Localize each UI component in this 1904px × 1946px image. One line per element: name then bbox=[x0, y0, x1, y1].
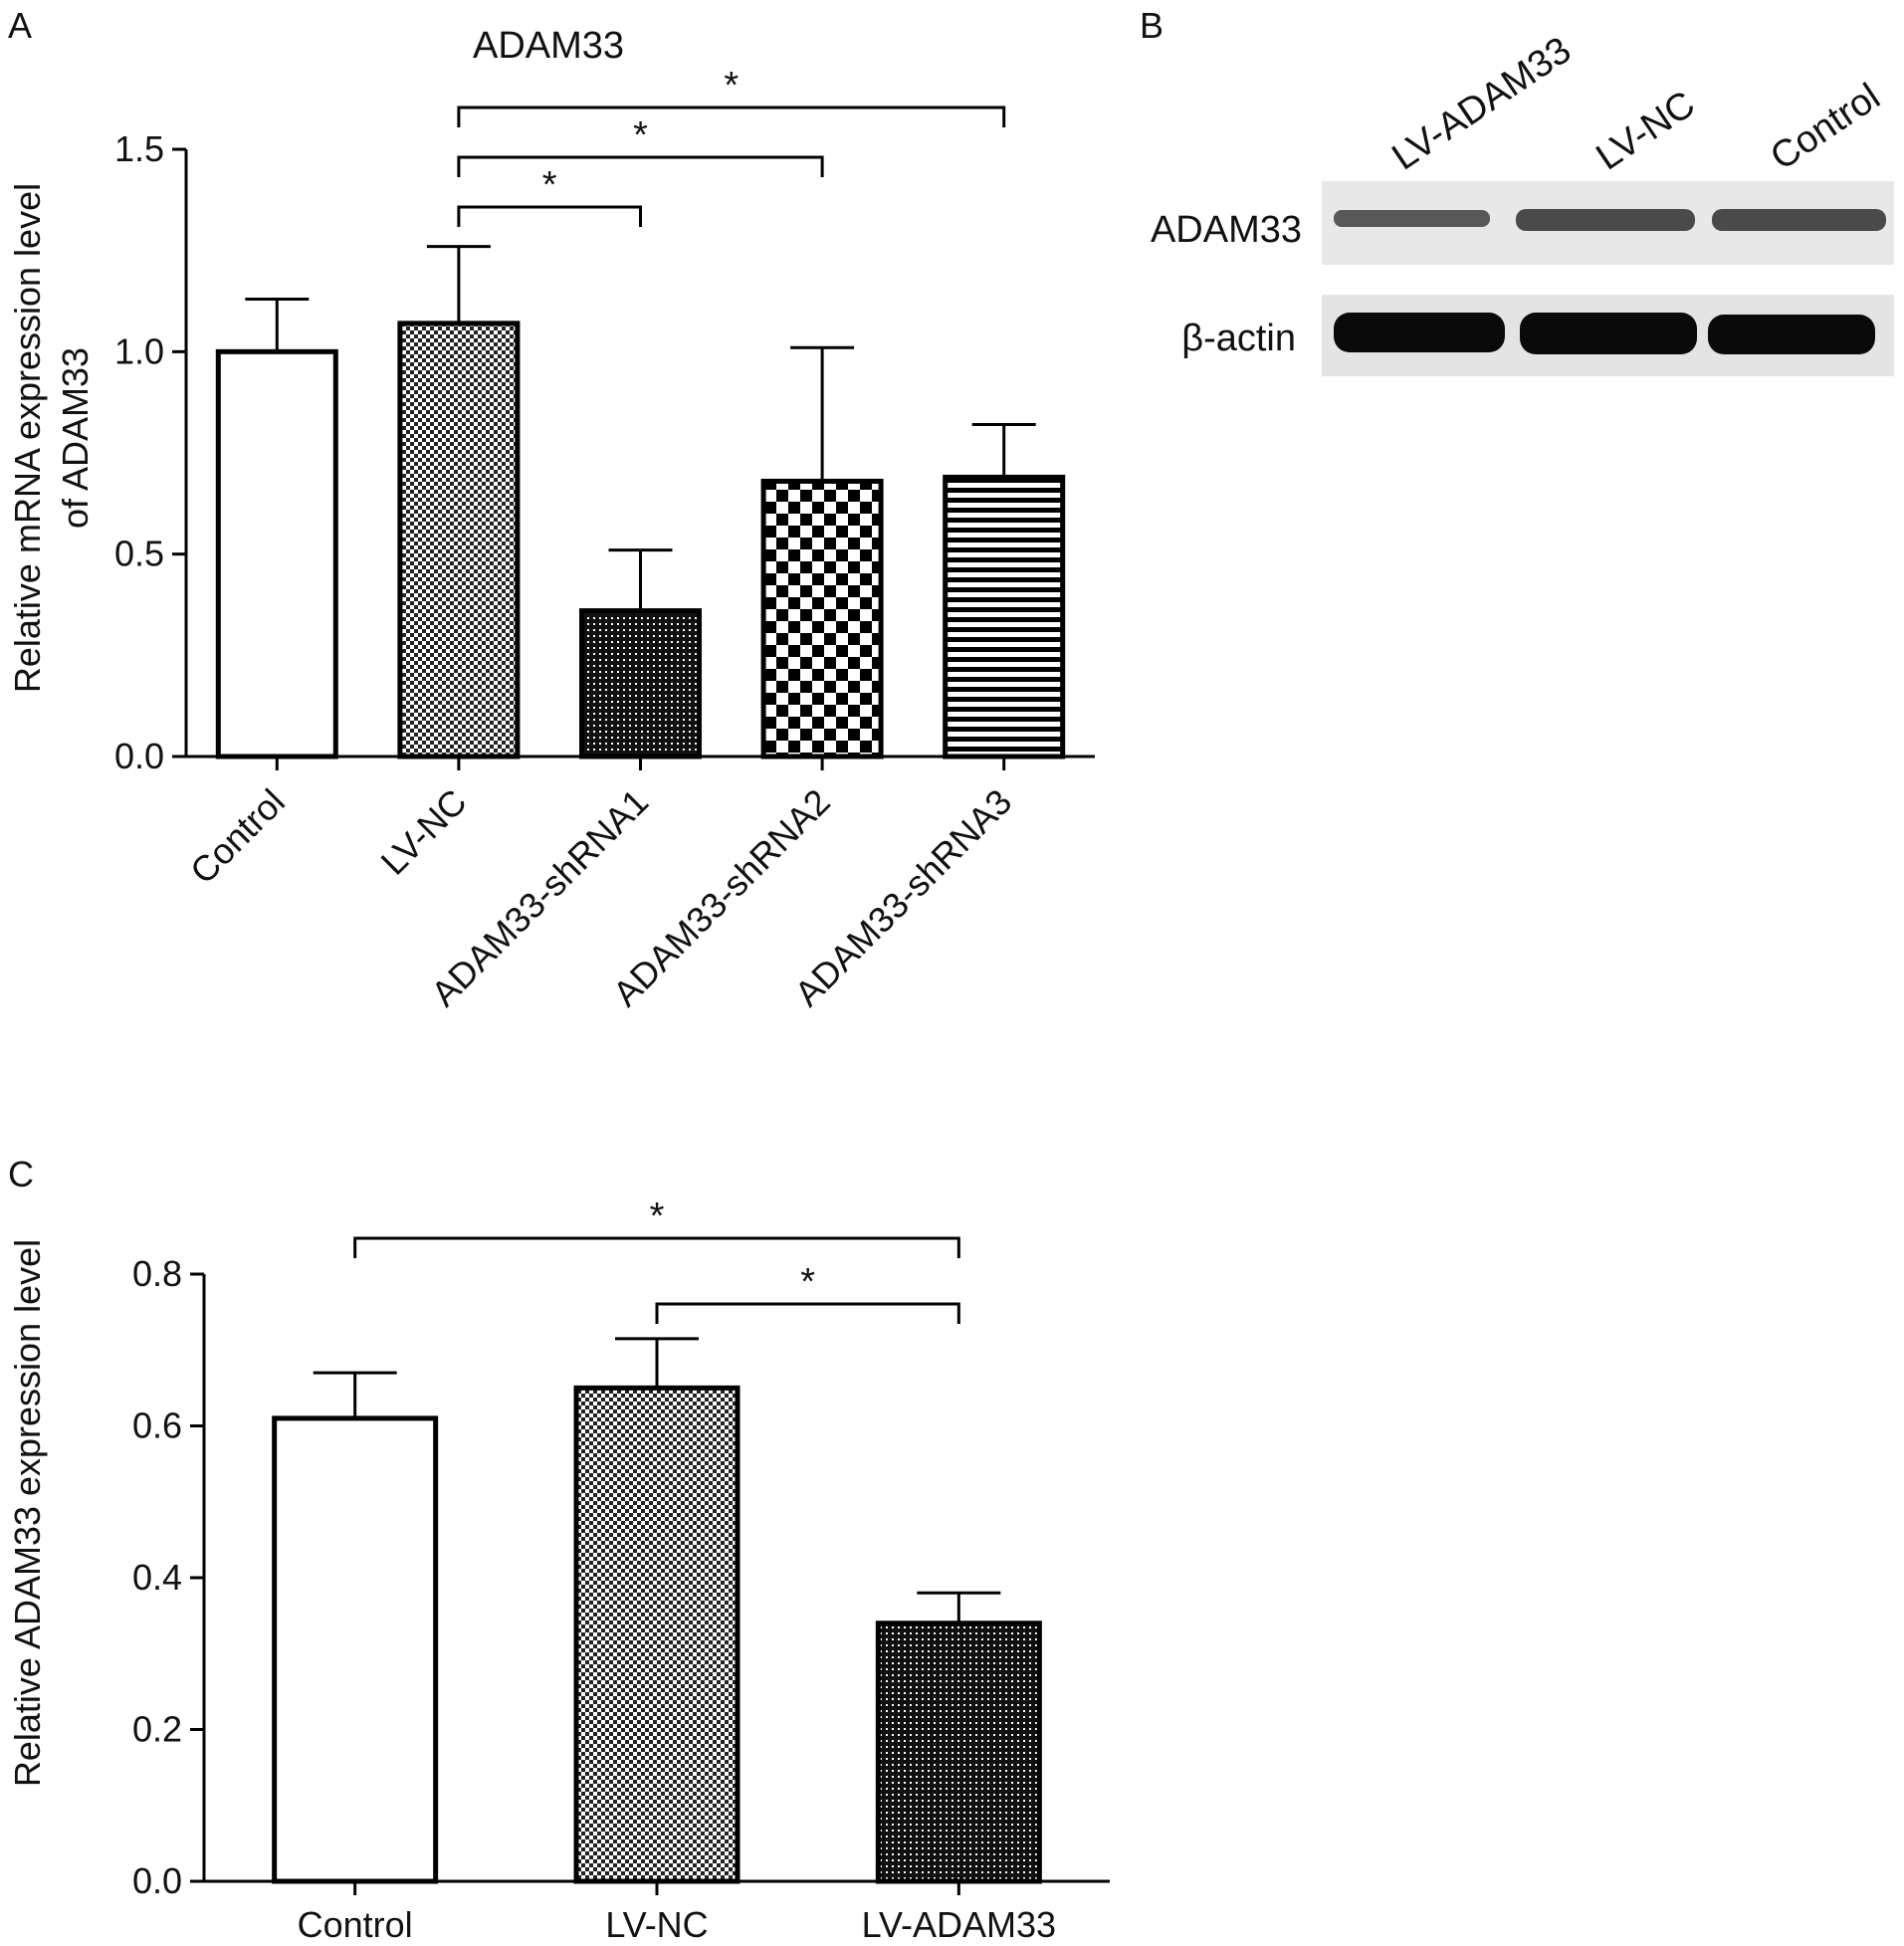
blot-band-adam33-control bbox=[1712, 209, 1886, 231]
panel-a-significance-bracket bbox=[457, 155, 824, 177]
panel-a-category-label-control: Control bbox=[182, 781, 293, 892]
panel-c-plot: 0.0 0.2 0.4 0.6 0.8 Control LV-NC LV-ADAM33 * * bbox=[132, 1195, 1110, 1945]
panel-a-ytick-label: 1.5 bbox=[114, 128, 164, 169]
panel-a-significance-star: * bbox=[542, 164, 557, 206]
panel-c-category-label-lv-adam33: LV-ADAM33 bbox=[862, 1904, 1056, 1945]
panel-a-ytick-label: 0.5 bbox=[114, 534, 164, 574]
panel-a-ytick-label: 0.0 bbox=[114, 736, 164, 776]
panel-c-bar-control bbox=[272, 1415, 439, 1884]
panel-c-ytick-label: 0.8 bbox=[132, 1253, 182, 1294]
panel-a-ylabel-line1: Relative mRNA expression level bbox=[7, 183, 48, 693]
panel-c-category-label-control: Control bbox=[298, 1904, 413, 1945]
panel-c-significance-bracket bbox=[353, 1236, 960, 1258]
panel-a-significance-bracket bbox=[457, 205, 642, 227]
panel-a-ytick-label: 1.0 bbox=[114, 330, 164, 371]
panel-b: B LV-ADAM33 LV-NC Control ADAM33 β-actin bbox=[1140, 5, 1894, 376]
panel-c-letter: C bbox=[8, 1154, 34, 1194]
panel-a-category-label-lv-nc: LV-NC bbox=[372, 781, 474, 883]
panel-a-letter: A bbox=[8, 5, 32, 46]
panel-c: C Relative ADAM33 expression level 0.00.… bbox=[7, 1154, 1110, 1945]
panel-a-bar-adam33-shrna2 bbox=[760, 478, 884, 759]
panel-a-ylabel-line2: of ADAM33 bbox=[55, 347, 96, 529]
blot-band-actin-lv-adam33 bbox=[1334, 313, 1505, 352]
blot-band-adam33-lv-adam33 bbox=[1334, 210, 1490, 227]
panel-a-significance-bracket bbox=[457, 106, 1006, 127]
panel-b-letter: B bbox=[1140, 5, 1164, 46]
blot-row-label-adam33: ADAM33 bbox=[1151, 209, 1302, 251]
panel-a-bar-lv-nc bbox=[397, 321, 521, 759]
lane-label-lv-adam33: LV-ADAM33 bbox=[1385, 29, 1580, 178]
panel-a-significance-star: * bbox=[633, 114, 648, 156]
panel-c-significance-star: * bbox=[800, 1261, 815, 1303]
blot-band-actin-control bbox=[1708, 315, 1875, 354]
blot-band-adam33-lv-nc bbox=[1516, 209, 1695, 231]
panel-a-significance-star: * bbox=[724, 65, 739, 107]
panel-a: A ADAM33 Relative mRNA expression level … bbox=[7, 5, 1095, 1014]
lane-label-control: Control bbox=[1764, 76, 1888, 178]
panel-a-bar-adam33-shrna1 bbox=[579, 608, 702, 759]
blot-row-label-beta-actin: β-actin bbox=[1181, 318, 1296, 359]
blot-band-actin-lv-nc bbox=[1520, 313, 1697, 354]
panel-a-bar-adam33-shrna3 bbox=[943, 474, 1066, 759]
panel-c-bar-lv-adam33 bbox=[875, 1621, 1042, 1884]
panel-a-bar-control bbox=[215, 348, 338, 759]
panel-c-ytick-label: 0.0 bbox=[132, 1860, 182, 1901]
lane-label-lv-nc: LV-NC bbox=[1589, 84, 1703, 179]
panel-c-ylabel: Relative ADAM33 expression level bbox=[7, 1239, 48, 1787]
panel-c-significance-star: * bbox=[650, 1195, 665, 1237]
panel-c-ytick-label: 0.4 bbox=[132, 1557, 182, 1598]
panel-c-bar-lv-nc bbox=[573, 1385, 740, 1884]
panel-c-significance-bracket bbox=[655, 1302, 960, 1324]
panel-c-ytick-label: 0.2 bbox=[132, 1709, 182, 1750]
panel-c-category-label-lv-nc: LV-NC bbox=[605, 1904, 708, 1945]
panel-a-title: ADAM33 bbox=[473, 25, 624, 67]
panel-c-ytick-label: 0.6 bbox=[132, 1405, 182, 1446]
